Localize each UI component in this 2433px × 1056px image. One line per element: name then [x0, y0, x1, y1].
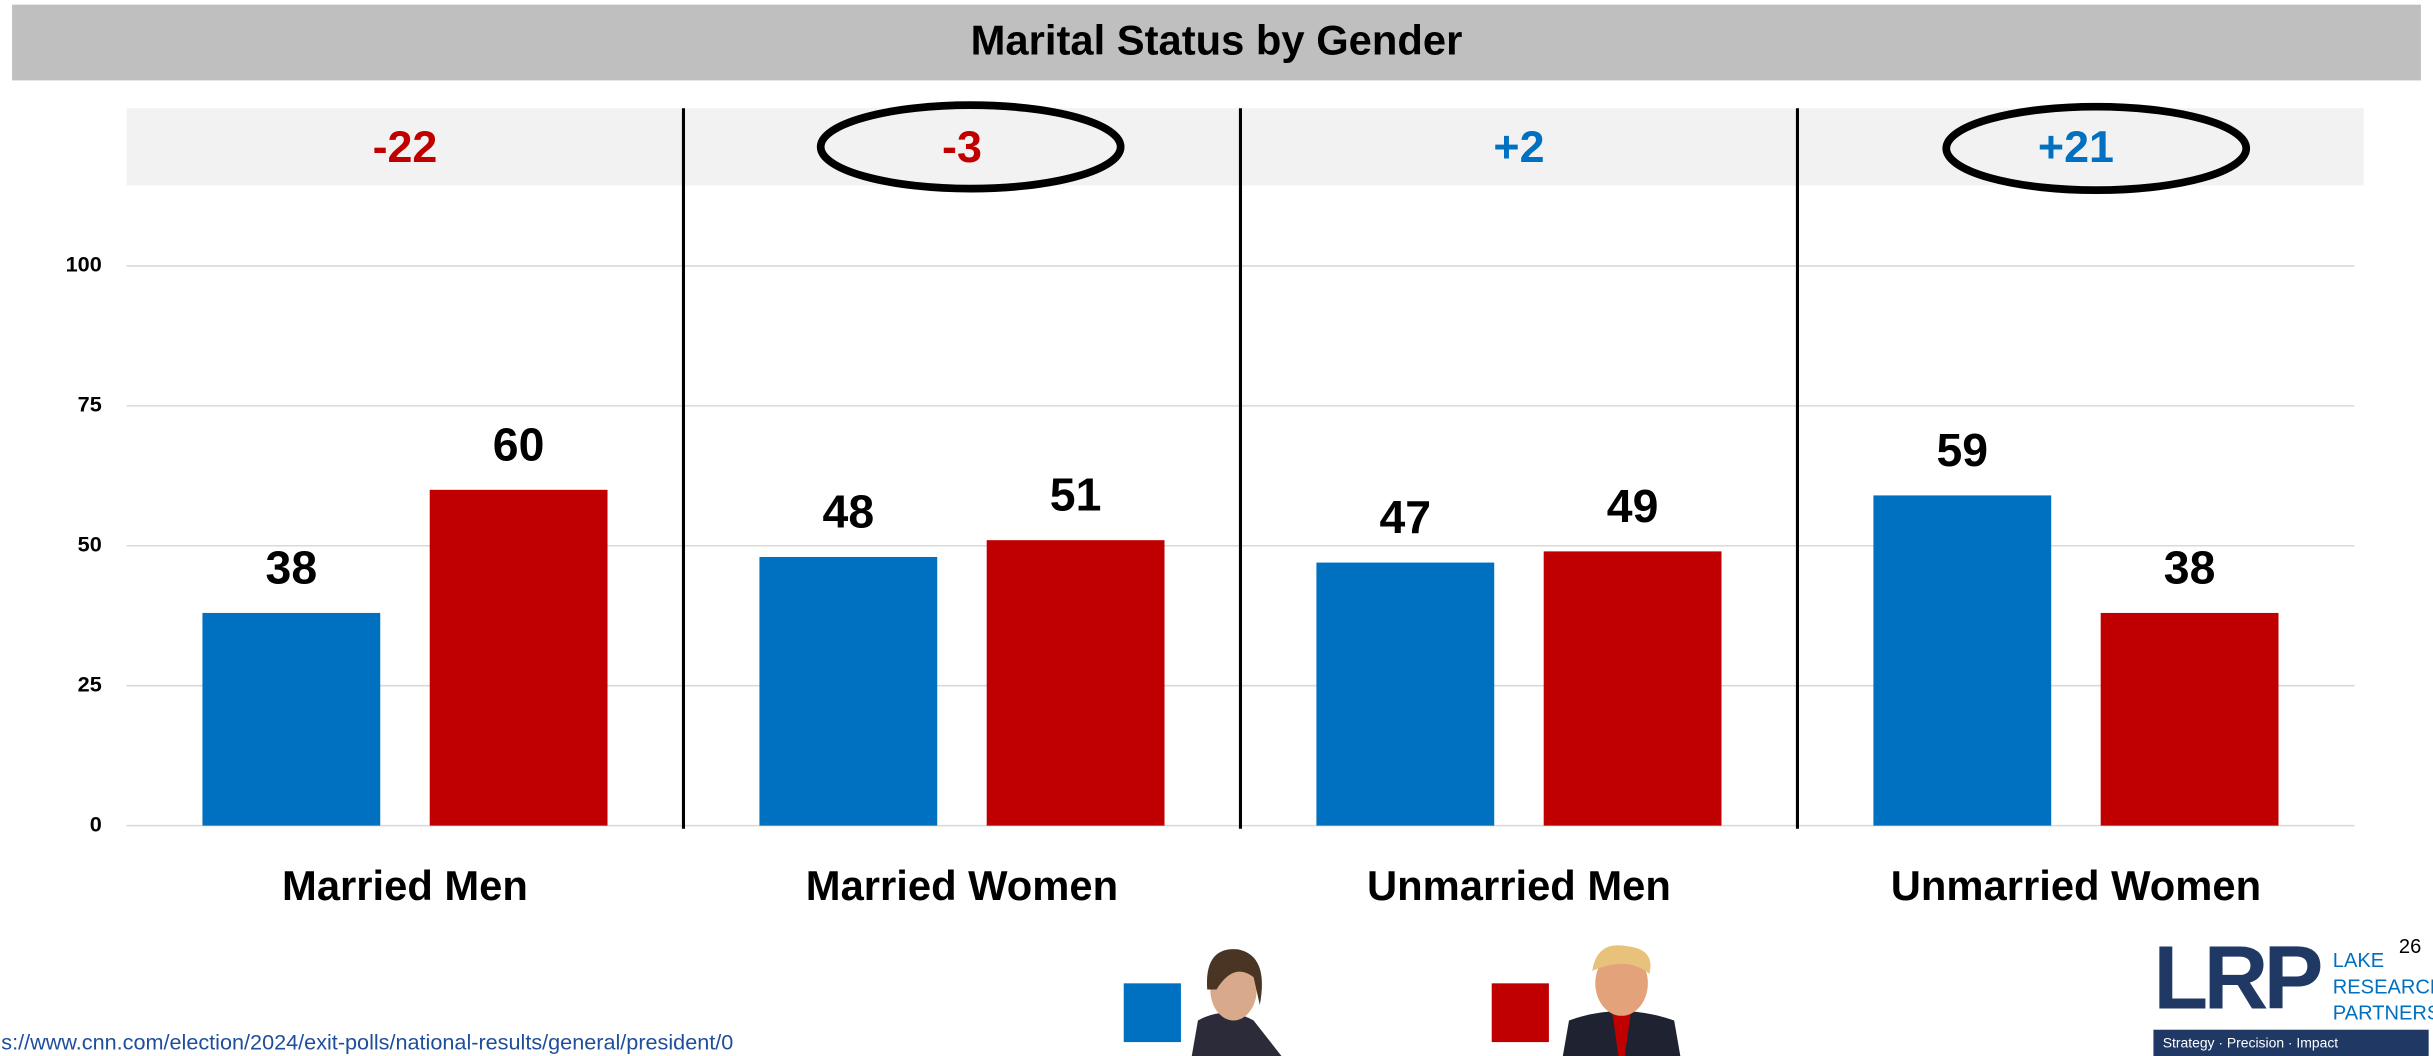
legend-swatch	[1124, 983, 1181, 1042]
legend	[1124, 945, 1681, 1056]
source-link: s://www.cnn.com/election/2024/exit-polls…	[1, 1029, 733, 1054]
y-tick-label: 50	[78, 531, 102, 556]
value-label: 48	[823, 485, 875, 537]
value-label: 59	[1937, 424, 1989, 476]
bar	[202, 613, 380, 826]
slide: Marital Status by Gender 0 25 50 75 100 Marri…	[0, 0, 2433, 1056]
legend-swatch	[1492, 983, 1549, 1042]
y-tick-label: 100	[66, 252, 102, 277]
value-label: 49	[1607, 480, 1659, 532]
page-number: 26	[2399, 936, 2421, 958]
bar	[1544, 551, 1722, 825]
logo-mark: LRP	[2153, 929, 2320, 1029]
candidate-photo	[1192, 949, 1282, 1056]
logo-text: LAKE	[2333, 950, 2384, 972]
y-tick-label: 75	[78, 392, 102, 417]
value-label: 47	[1380, 491, 1432, 543]
margin-band	[126, 108, 2363, 185]
margin-label: +21	[2038, 121, 2114, 172]
bar	[987, 540, 1165, 825]
value-label: 38	[266, 541, 318, 593]
logo-text: RESEARCH	[2333, 976, 2433, 998]
margin-label: +2	[1493, 121, 1544, 172]
bar	[2101, 613, 2279, 826]
plot: 0 25 50 75 100 Married Men -22 38 60 Married Wome…	[66, 108, 2355, 909]
bar	[430, 490, 608, 826]
y-tick-label: 0	[90, 811, 102, 836]
value-label: 38	[2164, 541, 2216, 593]
x-tick-label: Unmarried Women	[1891, 862, 2261, 909]
bar	[1873, 495, 2051, 825]
logo-text: PARTNERS	[2333, 1003, 2433, 1025]
x-tick-label: Married Men	[282, 862, 528, 909]
chart-title: Marital Status by Gender	[971, 16, 1463, 63]
y-tick-label: 25	[78, 671, 102, 696]
page: {"chart_data": {"type": "bar", "title": …	[0, 0, 2433, 1056]
x-tick-label: Unmarried Men	[1367, 862, 1671, 909]
bar	[759, 557, 937, 826]
x-tick-label: Married Women	[806, 862, 1118, 909]
bar	[1316, 563, 1494, 826]
value-label: 60	[493, 418, 545, 470]
logo-tagline: Strategy · Precision · Impact	[2163, 1034, 2339, 1050]
margin-label: -22	[373, 121, 438, 172]
value-label: 51	[1050, 469, 1102, 521]
margin-label: -3	[942, 121, 982, 172]
candidate-photo	[1563, 945, 1681, 1056]
